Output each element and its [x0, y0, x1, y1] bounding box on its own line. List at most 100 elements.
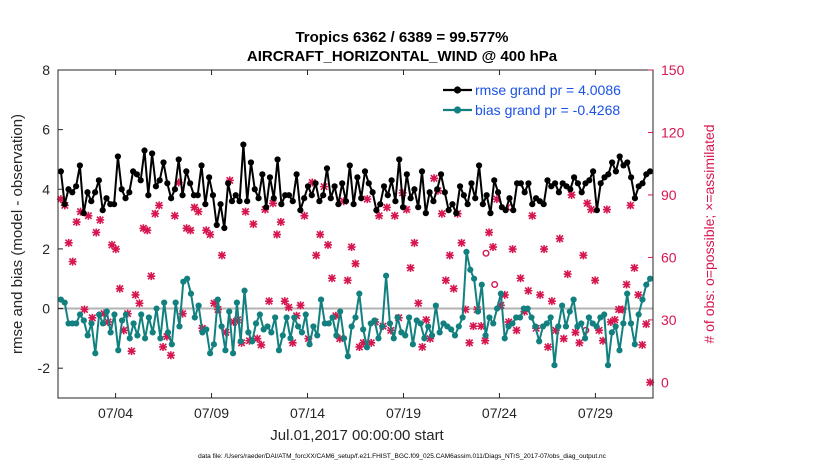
bias-point	[352, 314, 359, 321]
y-axis-right-label: # of obs: o=possible; ×=assimilated	[701, 124, 717, 343]
obs-assimilated-point	[441, 276, 450, 285]
y-left-tick-label: 2	[42, 241, 50, 257]
obs-assimilated-point	[512, 326, 521, 335]
bias-point	[467, 266, 474, 273]
rmse-point	[213, 221, 220, 229]
bias-point	[486, 314, 493, 321]
rmse-point	[540, 201, 547, 208]
rmse-point	[304, 183, 312, 190]
rmse-point	[160, 159, 167, 166]
rmse-point	[149, 150, 156, 157]
obs-assimilated-point	[88, 313, 97, 322]
rmse-point	[350, 201, 357, 208]
rmse-point	[441, 189, 448, 196]
bias-series	[57, 248, 654, 369]
bias-point	[88, 320, 95, 327]
rmse-point	[91, 189, 99, 196]
rmse-point	[111, 201, 118, 208]
obs-assimilated-point	[186, 226, 195, 235]
bias-point	[405, 314, 413, 321]
y-left-tick-label: 4	[42, 181, 50, 197]
bias-point	[493, 305, 501, 312]
obs-assimilated-point	[269, 199, 278, 208]
bias-point	[272, 314, 279, 321]
rmse-point	[631, 195, 639, 202]
rmse-point	[244, 198, 251, 205]
obs-assimilated-point	[363, 195, 372, 204]
obs-assimilated-point	[166, 351, 175, 360]
bias-point	[76, 311, 84, 318]
bias-point	[624, 290, 631, 297]
rmse-point	[202, 201, 209, 208]
rmse-point	[567, 186, 574, 193]
bias-point	[643, 281, 650, 288]
obs-assimilated-point	[583, 199, 592, 208]
bias-point	[210, 341, 218, 348]
obs-assimilated-point	[174, 178, 183, 187]
obs-assimilated-point	[622, 280, 631, 289]
rmse-point	[388, 177, 395, 184]
rmse-point	[373, 207, 380, 214]
obs-assimilated-point	[347, 243, 356, 252]
rmse-point	[521, 189, 528, 196]
bias-point	[555, 323, 562, 330]
bias-point	[153, 305, 160, 312]
obs-assimilated-point	[598, 336, 607, 345]
obs-assimilated-point	[151, 209, 160, 218]
rmse-point	[232, 192, 239, 199]
bias-point	[593, 323, 600, 330]
legend-bias-marker	[453, 106, 462, 114]
obs-assimilated-point	[229, 317, 238, 326]
rmse-point	[616, 153, 623, 160]
obs-assimilated-point	[414, 299, 423, 308]
rmse-point	[122, 195, 129, 202]
rmse-point	[316, 198, 323, 205]
bias-point	[601, 311, 608, 318]
rmse-point	[84, 189, 91, 196]
bias-point	[118, 317, 126, 324]
bias-point	[528, 314, 535, 321]
obs-assimilated-point	[351, 259, 360, 268]
rmse-point	[61, 201, 68, 208]
bias-point	[471, 275, 478, 282]
rmse-point	[114, 153, 122, 160]
bias-point	[275, 347, 283, 354]
rmse-point	[179, 192, 186, 199]
bias-point	[302, 311, 309, 318]
bias-point	[226, 308, 233, 315]
rmse-point	[411, 186, 418, 193]
bias-point	[386, 320, 394, 327]
bias-point	[379, 323, 386, 330]
obs-assimilated-point	[359, 338, 368, 347]
obs-assimilated-point	[253, 334, 262, 343]
rmse-point	[263, 204, 270, 211]
bias-point	[279, 332, 286, 339]
obs-assimilated-point	[280, 297, 289, 306]
rmse-point	[270, 195, 277, 202]
rmse-point	[118, 186, 125, 193]
rmse-point	[72, 183, 80, 190]
obs-assimilated-point	[595, 326, 604, 335]
bias-point	[635, 311, 642, 318]
rmse-point	[198, 162, 205, 169]
y-left-tick-label: 6	[42, 122, 50, 138]
bias-point	[264, 323, 271, 330]
rmse-point	[555, 189, 562, 196]
rmse-point	[472, 195, 479, 202]
bias-point	[578, 320, 585, 327]
rmse-point	[365, 180, 372, 187]
bias-point	[647, 275, 654, 282]
obs-assimilated-point	[430, 174, 439, 183]
obs-assimilated-point	[217, 251, 226, 260]
obs-assimilated-point	[355, 342, 364, 351]
bias-point	[421, 335, 428, 342]
bias-point	[363, 344, 371, 351]
x-tick-label: 07/09	[194, 405, 229, 421]
rmse-point	[187, 180, 194, 187]
rmse-point	[88, 198, 95, 205]
rmse-point	[525, 180, 532, 187]
bias-point	[317, 296, 325, 303]
rmse-point	[597, 180, 604, 187]
rmse-point	[415, 204, 422, 211]
bias-point	[581, 335, 589, 342]
